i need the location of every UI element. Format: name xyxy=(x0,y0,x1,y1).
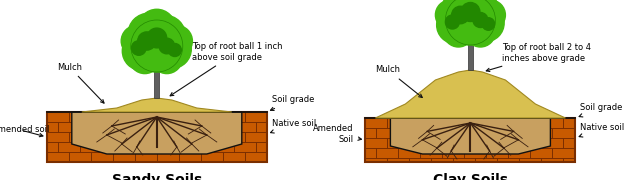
Circle shape xyxy=(465,17,495,47)
Circle shape xyxy=(161,25,193,57)
Circle shape xyxy=(445,0,495,45)
Polygon shape xyxy=(82,98,232,112)
Circle shape xyxy=(129,42,161,74)
Circle shape xyxy=(482,18,495,30)
Circle shape xyxy=(132,41,146,55)
Text: Clay Soils: Clay Soils xyxy=(433,173,508,180)
Circle shape xyxy=(444,17,474,47)
Circle shape xyxy=(476,0,506,30)
Text: Native soil: Native soil xyxy=(579,123,625,137)
Circle shape xyxy=(452,0,488,20)
Text: Sandy Soils: Sandy Soils xyxy=(111,173,202,180)
Text: Top of root ball 2 to 4
inches above grade: Top of root ball 2 to 4 inches above gra… xyxy=(486,43,591,71)
Circle shape xyxy=(138,9,175,47)
Circle shape xyxy=(452,6,469,24)
Circle shape xyxy=(128,13,170,55)
Polygon shape xyxy=(376,70,565,118)
Polygon shape xyxy=(72,112,242,154)
Circle shape xyxy=(138,32,156,50)
Bar xyxy=(468,42,473,70)
Polygon shape xyxy=(390,118,550,154)
Circle shape xyxy=(151,42,182,74)
Text: Top of root ball 1 inch
above soil grade: Top of root ball 1 inch above soil grade xyxy=(170,42,282,96)
Bar xyxy=(47,112,267,162)
Circle shape xyxy=(458,0,499,30)
Bar xyxy=(365,118,575,162)
Circle shape xyxy=(122,31,161,71)
Circle shape xyxy=(159,38,175,54)
Circle shape xyxy=(435,0,465,30)
Circle shape xyxy=(473,12,488,28)
Text: Native soil: Native soil xyxy=(271,120,316,133)
Circle shape xyxy=(445,15,460,29)
Text: Amended
Soil: Amended Soil xyxy=(313,124,362,144)
Polygon shape xyxy=(380,78,561,118)
Circle shape xyxy=(152,30,191,69)
Text: Mulch: Mulch xyxy=(376,66,422,98)
Text: Soil grade: Soil grade xyxy=(579,103,623,117)
Text: Mulch: Mulch xyxy=(57,62,104,103)
Text: Soil grade: Soil grade xyxy=(271,96,314,111)
Circle shape xyxy=(144,15,186,57)
Circle shape xyxy=(436,6,474,44)
Circle shape xyxy=(467,4,504,42)
Circle shape xyxy=(147,28,166,48)
Text: Amended soil: Amended soil xyxy=(0,125,49,137)
Circle shape xyxy=(168,44,181,57)
Circle shape xyxy=(461,3,480,21)
Bar xyxy=(154,68,159,98)
Circle shape xyxy=(121,25,152,57)
Circle shape xyxy=(131,20,183,72)
Circle shape xyxy=(442,0,483,28)
